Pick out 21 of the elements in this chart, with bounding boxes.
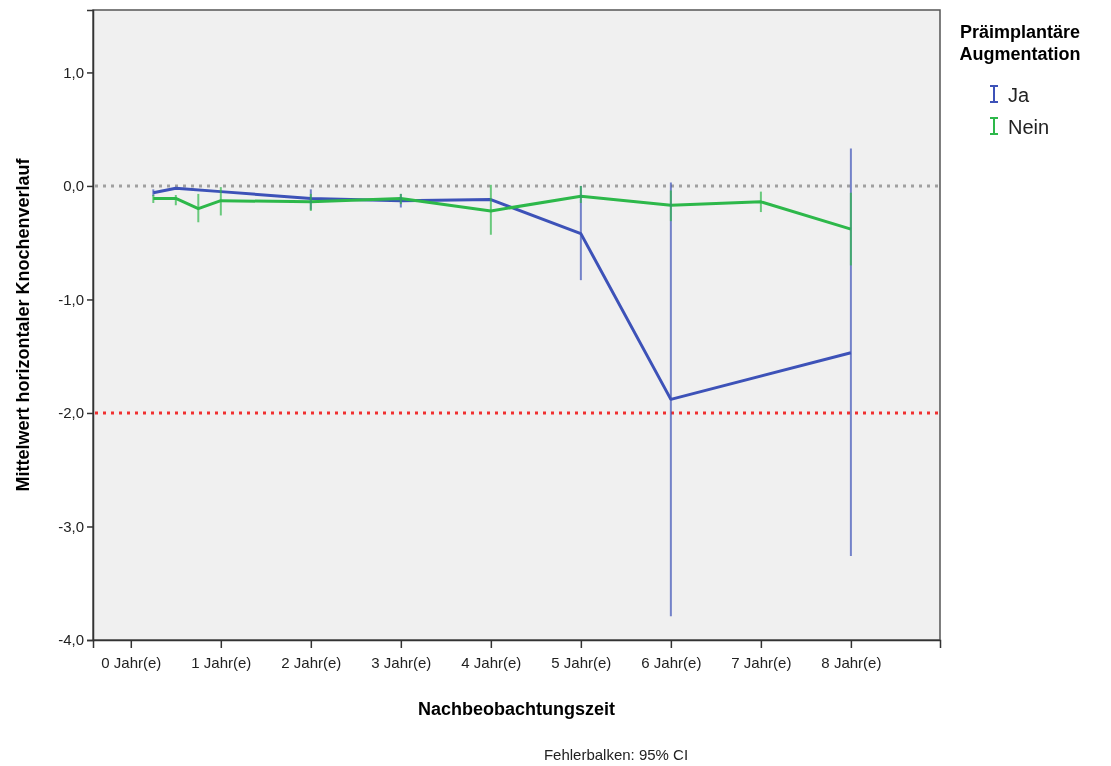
y-tick-label: -2,0 (58, 404, 84, 422)
x-tick-label: 4 Jahr(e) (461, 653, 522, 671)
y-tick-label: 1,0 (63, 63, 84, 81)
x-tick-label: 0 Jahr(e) (101, 653, 162, 671)
x-tick-label: 5 Jahr(e) (551, 653, 612, 671)
legend-label: Ja (1008, 84, 1030, 106)
x-axis-title: Nachbeobachtungszeit (417, 699, 616, 719)
y-tick-label: -3,0 (58, 517, 84, 535)
y-tick-label: -1,0 (58, 290, 84, 308)
y-axis-title: Mittelwert horizontaler Knochenverlauf (13, 157, 33, 492)
legend-title: Präimplantäre Augmentation (959, 22, 1081, 64)
y-tick-label: 0,0 (63, 177, 84, 195)
x-tick-label: 3 Jahr(e) (371, 653, 432, 671)
text: Fehlerbalken: 95% CI (543, 746, 689, 763)
x-tick-label: 7 Jahr(e) (731, 653, 792, 671)
x-tick-label: 2 Jahr(e) (281, 653, 342, 671)
x-tick-label: 1 Jahr(e) (191, 653, 252, 671)
legend-label: Nein (1008, 116, 1050, 138)
y-tick-label: -4,0 (58, 631, 84, 649)
x-tick-label: 8 Jahr(e) (821, 653, 882, 671)
x-tick-label: 6 Jahr(e) (641, 653, 702, 671)
